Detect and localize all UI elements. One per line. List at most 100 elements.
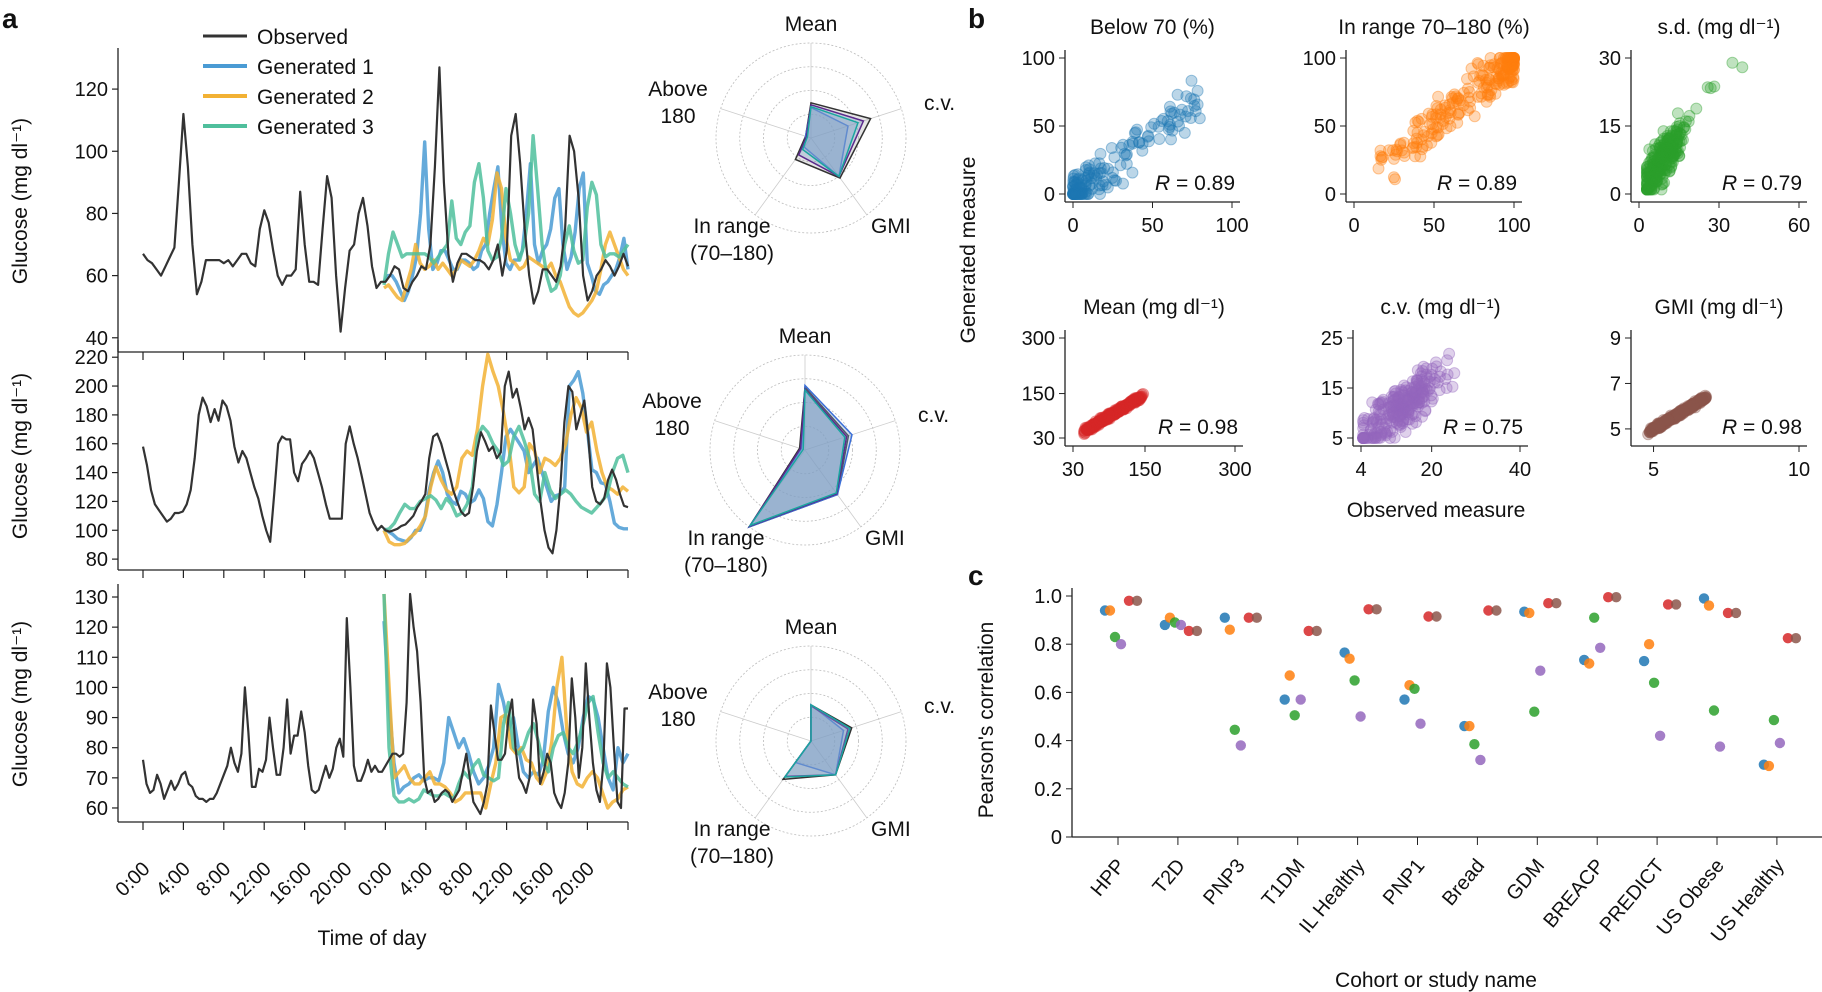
scatter-point (1503, 72, 1515, 84)
scatter-point (1102, 409, 1115, 422)
scatter-point (1376, 397, 1389, 409)
radar-ring (786, 716, 836, 766)
scatter-point (1686, 398, 1699, 411)
scatter-point (1669, 145, 1682, 157)
scatter-point (1107, 408, 1120, 421)
scatter-point (1506, 55, 1518, 68)
scatter-point (1382, 401, 1395, 414)
scatter-point (1650, 172, 1663, 185)
scatter-point (1657, 139, 1670, 152)
scatter-point (1411, 114, 1424, 127)
scatter-point (1128, 392, 1141, 405)
scatter-point (1091, 416, 1104, 429)
scatter-point (1497, 78, 1510, 91)
scatter-point (1648, 182, 1661, 195)
scatter-point (1394, 398, 1407, 410)
scatter-point (1661, 149, 1674, 162)
scatter-point (1476, 69, 1488, 81)
scatter-point (1072, 188, 1085, 200)
scatter-point (1688, 397, 1700, 410)
scatter-point (1082, 423, 1095, 436)
scatter-point (1450, 95, 1463, 108)
scatter-point (1673, 149, 1686, 162)
scatter-point (1095, 415, 1108, 428)
scatter-point (1117, 138, 1130, 151)
scatter-point (1650, 175, 1662, 188)
scatter-point (1660, 157, 1673, 170)
r-value: = 0.79 (1737, 172, 1802, 195)
scatter-point (1099, 412, 1112, 425)
scatter-point (1647, 160, 1659, 173)
scatter-point (1506, 52, 1519, 64)
scatter-point (1396, 407, 1409, 420)
scatter-point (1068, 187, 1081, 200)
x-tick-label: PNP3 (1199, 855, 1249, 909)
scatter-point (1451, 92, 1464, 105)
scatter-point (1664, 125, 1677, 138)
scatter-point (1185, 74, 1198, 87)
scatter-point (1070, 188, 1083, 200)
scatter-point (1393, 409, 1406, 422)
scatter-point (1641, 183, 1653, 196)
scatter-point (1110, 405, 1123, 418)
scatter-point (1667, 141, 1680, 154)
scatter-x-label: Observed measure (1347, 499, 1526, 522)
scatter-point (1685, 400, 1698, 413)
scatter-point (1087, 420, 1100, 433)
scatter-point (1074, 186, 1087, 199)
scatter-point (1368, 428, 1381, 441)
scatter-point (1096, 413, 1109, 426)
scatter-point (1374, 396, 1387, 409)
scatter-point (1089, 418, 1102, 431)
radar-label-gmi: GMI (871, 215, 911, 238)
scatter-point (1067, 179, 1079, 192)
scatter-point (1357, 422, 1370, 435)
scatter-point (1093, 418, 1105, 431)
y-axis-label: Pearson's correlation (975, 622, 998, 819)
scatter-point (1683, 109, 1696, 122)
scatter-point (1648, 158, 1660, 170)
scatter-point (1653, 156, 1666, 169)
scatter-point (1068, 176, 1081, 188)
scatter-point (1648, 421, 1661, 434)
scatter-point (1357, 432, 1370, 444)
scatter-point (1681, 402, 1694, 415)
scatter-point (1654, 418, 1667, 431)
scatter-point (1374, 415, 1387, 428)
scatter-point (1399, 384, 1412, 397)
y-tick-label: 160 (75, 434, 108, 456)
scatter-point (1082, 188, 1095, 200)
scatter-point (1656, 156, 1669, 169)
scatter-point (1380, 412, 1393, 425)
scatter-point (1081, 421, 1093, 434)
scatter-point (1415, 112, 1428, 125)
scatter-point (1654, 142, 1667, 155)
scatter-point (1659, 145, 1672, 158)
scatter-point (1091, 417, 1104, 430)
x-tick-label: 0:00 (111, 858, 154, 901)
scatter-point (1384, 432, 1397, 444)
scatter-point (1681, 401, 1694, 414)
scatter-point (1067, 172, 1080, 185)
scatter-point (1502, 53, 1515, 66)
scatter-point (1082, 167, 1095, 180)
scatter-point (1676, 134, 1689, 146)
scatter-point (1651, 161, 1664, 173)
scatter-point (1387, 399, 1400, 412)
scatter-point (1641, 182, 1653, 195)
scatter-point (1694, 394, 1707, 406)
scatter-point (1431, 129, 1444, 142)
scatter-point (1691, 395, 1704, 408)
scatter-point (1121, 399, 1134, 412)
scatter-point (1696, 393, 1709, 406)
scatter-point (1410, 416, 1422, 429)
scatter-point (1082, 421, 1095, 434)
scatter-point (1108, 406, 1121, 419)
scatter-point (1127, 394, 1140, 407)
scatter-point (1123, 397, 1136, 410)
correlation-point (1295, 694, 1306, 705)
scatter-point (1649, 138, 1662, 151)
scatter-point (1656, 146, 1669, 159)
